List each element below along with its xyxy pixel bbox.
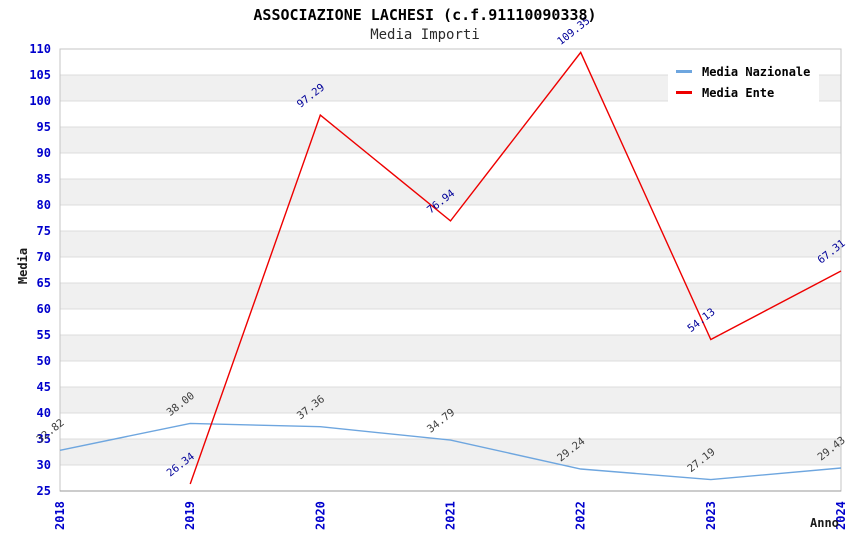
grid-band: [60, 283, 841, 309]
chart-subtitle: Media Importi: [370, 27, 480, 43]
x-tick-label: 2021: [444, 501, 458, 530]
y-tick-label: 25: [37, 484, 51, 498]
legend-item-media-ente: Media Ente: [676, 82, 810, 103]
legend: Media Nazionale Media Ente: [668, 54, 820, 109]
legend-label: Media Nazionale: [702, 64, 811, 79]
legend-item-media-nazionale: Media Nazionale: [676, 61, 810, 82]
grid-band: [60, 153, 841, 179]
x-tick-label: 2020: [313, 501, 327, 530]
grid-band: [60, 231, 841, 257]
y-tick-label: 45: [37, 380, 51, 394]
x-tick-label: 2022: [574, 501, 588, 530]
y-tick-label: 105: [29, 68, 51, 82]
y-tick-label: 35: [37, 432, 51, 446]
y-tick-label: 40: [37, 406, 51, 420]
grid-band: [60, 335, 841, 361]
grid-band: [60, 179, 841, 205]
grid-band: [60, 465, 841, 491]
grid-band: [60, 439, 841, 465]
y-tick-label: 75: [37, 224, 51, 238]
grid-band: [60, 205, 841, 231]
y-tick-label: 90: [37, 146, 51, 160]
grid-band: [60, 257, 841, 283]
y-axis-title: Media: [16, 248, 30, 284]
y-tick-label: 60: [37, 302, 51, 316]
legend-swatch-media-nazionale: [676, 70, 692, 73]
grid-band: [60, 387, 841, 413]
y-tick-label: 55: [37, 328, 51, 342]
y-tick-label: 85: [37, 172, 51, 186]
x-axis-title: Anno: [810, 516, 839, 530]
series-line-media-nazionale: [59, 422, 842, 481]
y-tick-label: 50: [37, 354, 51, 368]
y-tick-label: 30: [37, 458, 51, 472]
y-tick-label: 110: [29, 42, 51, 56]
grid-band: [60, 127, 841, 153]
y-tick-label: 70: [37, 250, 51, 264]
grid-band: [60, 309, 841, 335]
x-tick-label: 2018: [53, 501, 67, 530]
series-line-media-ente: [189, 51, 842, 485]
x-tick-label: 2019: [183, 501, 197, 530]
y-tick-label: 100: [29, 94, 51, 108]
legend-label: Media Ente: [702, 85, 775, 100]
chart-title: ASSOCIAZIONE LACHESI (c.f.91110090338): [253, 6, 596, 24]
x-tick-label: 2023: [704, 501, 718, 530]
y-tick-label: 80: [37, 198, 51, 212]
grid-band: [60, 413, 841, 439]
grid-band: [60, 361, 841, 387]
y-tick-label: 95: [37, 120, 51, 134]
legend-swatch-media-ente: [676, 91, 692, 94]
y-tick-label: 65: [37, 276, 51, 290]
x-tick-label: 2024: [834, 501, 848, 530]
